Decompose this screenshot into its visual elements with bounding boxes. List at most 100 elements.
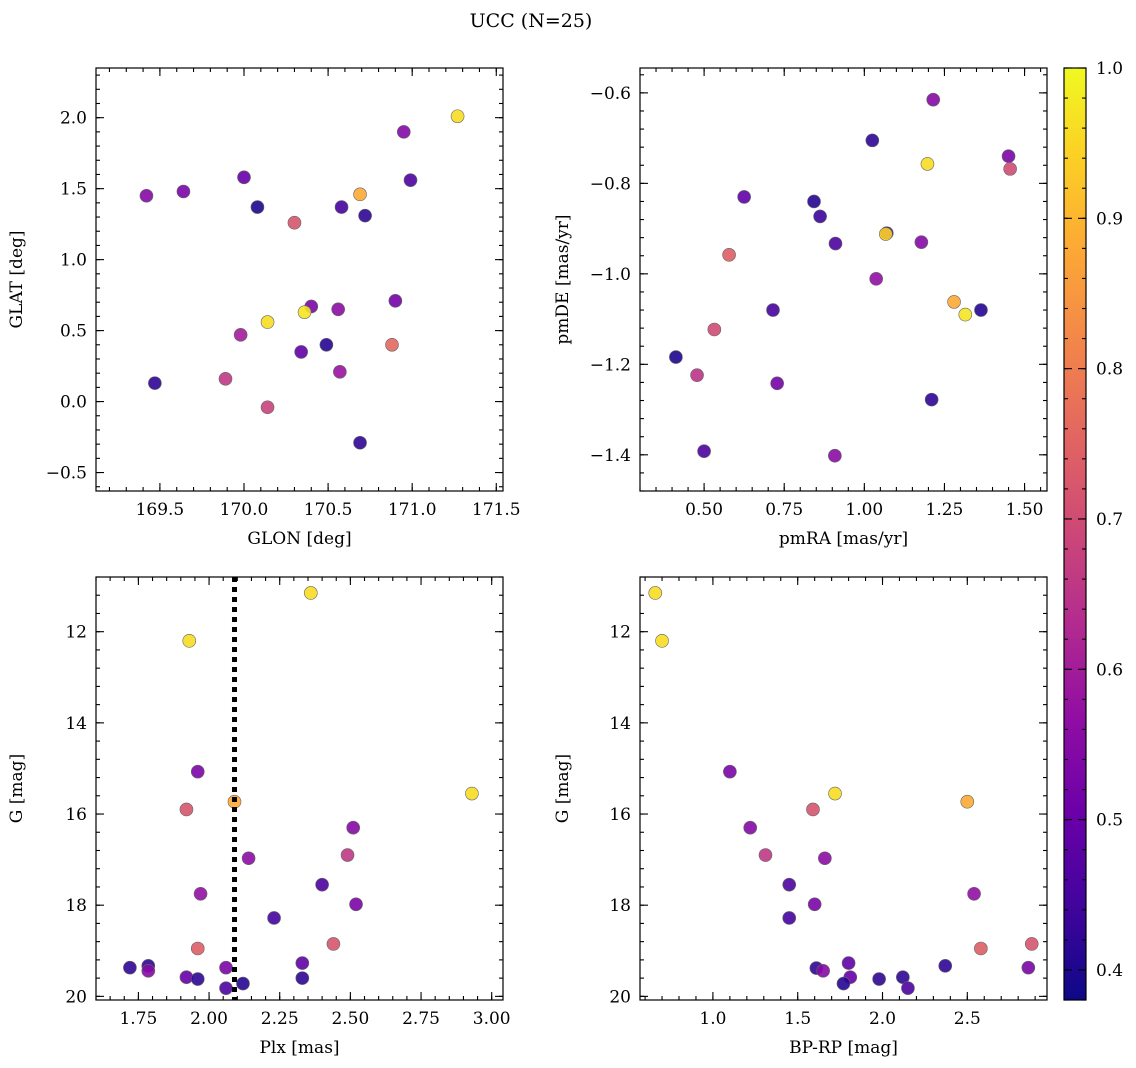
data-point [958,307,973,322]
scatter-points [648,586,1039,995]
data-point [938,959,953,973]
scatter-points [669,92,1017,463]
data-point [655,634,669,648]
data-point [190,941,205,956]
data-point [326,937,341,951]
data-point [396,125,411,139]
y-tick-label: 1.0 [60,251,87,271]
data-point [304,586,318,600]
data-point [218,372,233,386]
x-tick-label: 169.5 [136,500,185,520]
data-point [260,400,275,415]
data-point [1001,149,1016,164]
x-tick-label: 1.25 [926,500,964,520]
data-point [340,848,355,862]
y-tick-label: 20 [65,987,87,1007]
data-point [872,972,886,986]
y-tick-label: 2.0 [60,109,87,129]
y-tick-label: 0.5 [60,322,87,342]
data-point [331,302,345,317]
x-tick-label: 1.00 [845,500,883,520]
x-tick-label: 1.75 [119,1009,157,1029]
y-tick-label: 1.5 [60,180,87,200]
y-tick-label: 12 [65,623,87,643]
data-point [250,200,265,214]
x-tick-label: 2.50 [331,1009,369,1029]
y-tick-label: 16 [65,805,87,825]
data-point [806,802,820,817]
x-axis-label: pmRA [mas/yr] [779,529,908,549]
y-tick-label: 16 [609,805,631,825]
x-tick-label: 0.50 [685,500,723,520]
data-point [182,634,197,648]
data-point [450,109,465,124]
data-point [465,786,479,801]
axes-frame [95,576,504,1001]
data-point [219,960,233,975]
y-axis-label: G [mag] [553,754,573,823]
colorbar-tick-label: 0.7 [1096,510,1123,530]
x-axis-label: BP-RP [mag] [789,1038,898,1058]
colorbar-tick-label: 0.8 [1096,360,1123,380]
data-point [967,886,981,901]
data-point [947,295,961,309]
x-tick-label: 0.75 [765,500,803,520]
data-point [924,392,939,407]
y-tick-label: −1.4 [590,446,631,466]
axes-frame [639,67,1048,492]
data-point [960,794,975,809]
colorbar-tick-label: 1.0 [1096,59,1123,79]
colorbar-frame [1063,67,1087,1001]
y-tick-label: 18 [609,896,631,916]
colorbar-tick-label: 0.9 [1096,209,1123,229]
data-point [297,305,312,319]
y-tick-label: −0.5 [46,464,87,484]
x-axis-label: GLON [deg] [247,529,351,549]
data-point [295,971,310,985]
data-point [869,272,883,286]
data-point [1003,162,1017,176]
subplot-1: 169.5 170.0 170.5 171.0 171.5 −0.5 0.0 0.5 1.0 1.… [7,67,521,549]
data-point [141,964,156,978]
data-point [816,964,830,978]
data-point [190,764,205,779]
data-point [403,173,418,187]
data-point [1024,937,1039,951]
data-point [190,972,205,986]
data-point [385,337,399,352]
figure-suptitle: UCC (N=25) [470,10,593,32]
data-point [237,170,251,185]
x-tick-label: 2.0 [869,1009,896,1029]
data-point [648,586,663,600]
x-tick-label: 2.00 [190,1009,228,1029]
x-tick-label: 170.0 [220,500,269,520]
data-point [737,190,751,204]
x-tick-label: 1.50 [1006,500,1044,520]
x-tick-label: 1.0 [699,1009,726,1029]
y-tick-label: 14 [609,714,631,734]
scatter-points [123,586,479,995]
data-point [334,200,349,214]
y-tick-label: 0.0 [60,393,87,413]
data-point [669,350,683,364]
data-point [766,303,780,317]
data-point [770,376,784,391]
y-tick-label: −0.8 [590,174,631,194]
data-point [179,970,194,985]
y-axis-label: G [mag] [7,754,27,823]
data-point [236,976,250,991]
data-point [353,435,367,450]
data-point [974,941,988,956]
data-point [233,328,248,342]
y-tick-label: −0.6 [590,84,631,104]
data-point [294,345,308,359]
data-point [353,187,367,202]
data-point [315,877,329,892]
data-point [193,886,208,901]
data-point [260,315,275,329]
y-tick-label: 20 [609,987,631,1007]
x-tick-label: 2.5 [954,1009,981,1029]
data-point [865,133,880,148]
data-point [690,368,704,382]
